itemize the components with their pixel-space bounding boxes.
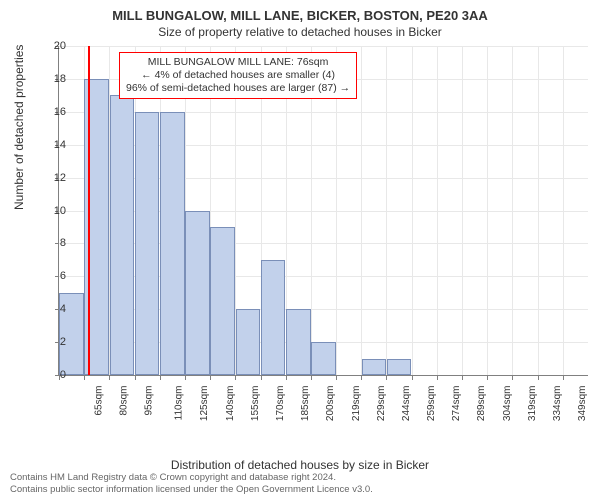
x-tick-label: 140sqm [225,386,236,422]
x-tick-label: 274sqm [451,386,462,422]
x-tick-mark [160,376,161,380]
footer-line2: Contains public sector information licen… [10,484,373,496]
x-tick-label: 110sqm [174,386,185,421]
x-tick-mark [210,376,211,380]
x-tick-label: 95sqm [143,386,154,416]
x-tick-mark [538,376,539,380]
footer-text: Contains HM Land Registry data © Crown c… [10,472,373,496]
y-tick-label: 18 [36,73,66,85]
x-tick-label: 65sqm [93,386,104,416]
gridline-v [487,46,488,375]
gridline-v [538,46,539,375]
x-tick-mark [311,376,312,380]
histogram-bar [387,359,412,375]
histogram-bar [362,359,387,375]
x-tick-mark [109,376,110,380]
x-tick-mark [487,376,488,380]
y-tick-label: 8 [36,237,66,249]
y-tick-label: 12 [36,172,66,184]
histogram-bar [210,227,235,375]
x-tick-label: 304sqm [502,386,513,422]
gridline-v [437,46,438,375]
x-tick-label: 219sqm [351,386,362,422]
histogram-bar [286,309,311,375]
histogram-bar [236,309,261,375]
y-tick-label: 2 [36,336,66,348]
gridline-v [386,46,387,375]
y-tick-label: 16 [36,106,66,118]
x-tick-mark [135,376,136,380]
x-tick-label: 170sqm [275,386,286,422]
footer-line1: Contains HM Land Registry data © Crown c… [10,472,373,484]
x-tick-label: 319sqm [527,386,538,422]
x-tick-mark [412,376,413,380]
histogram-bar [185,211,210,376]
plot-area: 65sqm80sqm95sqm110sqm125sqm140sqm155sqm1… [58,46,588,376]
x-tick-label: 229sqm [376,386,387,422]
chart-title-main: MILL BUNGALOW, MILL LANE, BICKER, BOSTON… [0,0,600,23]
x-tick-label: 125sqm [199,386,210,422]
x-tick-mark [261,376,262,380]
x-tick-label: 155sqm [250,386,261,422]
x-tick-mark [462,376,463,380]
histogram-bar [135,112,160,375]
y-axis-label: Number of detached properties [12,45,26,210]
annotation-line: ← 4% of detached houses are smaller (4) [126,69,350,82]
reference-marker-line [88,46,90,375]
y-tick-label: 6 [36,270,66,282]
y-tick-label: 4 [36,303,66,315]
x-tick-label: 259sqm [426,386,437,422]
x-tick-mark [185,376,186,380]
x-tick-label: 244sqm [401,386,412,422]
x-tick-label: 185sqm [300,386,311,422]
x-tick-mark [286,376,287,380]
x-axis-label: Distribution of detached houses by size … [0,458,600,472]
gridline-h [59,46,588,47]
y-tick-label: 14 [36,139,66,151]
y-tick-label: 20 [36,40,66,52]
gridline-v [412,46,413,375]
chart-container: MILL BUNGALOW, MILL LANE, BICKER, BOSTON… [0,0,600,500]
annotation-line: MILL BUNGALOW MILL LANE: 76sqm [126,56,350,69]
x-tick-label: 80sqm [118,386,129,416]
gridline-v [462,46,463,375]
x-tick-mark [235,376,236,380]
gridline-v [512,46,513,375]
y-tick-label: 10 [36,205,66,217]
y-tick-label: 0 [36,369,66,381]
histogram-bar [311,342,336,375]
gridline-v [563,46,564,375]
chart-zone: 65sqm80sqm95sqm110sqm125sqm140sqm155sqm1… [58,46,588,416]
x-tick-label: 289sqm [477,386,488,422]
x-tick-label: 349sqm [577,386,588,422]
annotation-box: MILL BUNGALOW MILL LANE: 76sqm← 4% of de… [119,52,357,99]
x-tick-mark [84,376,85,380]
x-tick-mark [336,376,337,380]
histogram-bar [261,260,286,375]
x-tick-mark [563,376,564,380]
annotation-line: 96% of semi-detached houses are larger (… [126,82,350,95]
chart-title-sub: Size of property relative to detached ho… [0,23,600,43]
gridline-v [361,46,362,375]
x-tick-mark [361,376,362,380]
histogram-bar [160,112,185,375]
x-tick-mark [386,376,387,380]
x-tick-label: 334sqm [552,386,563,422]
histogram-bar [110,95,135,375]
x-tick-mark [437,376,438,380]
x-tick-mark [512,376,513,380]
x-tick-label: 200sqm [325,386,336,422]
